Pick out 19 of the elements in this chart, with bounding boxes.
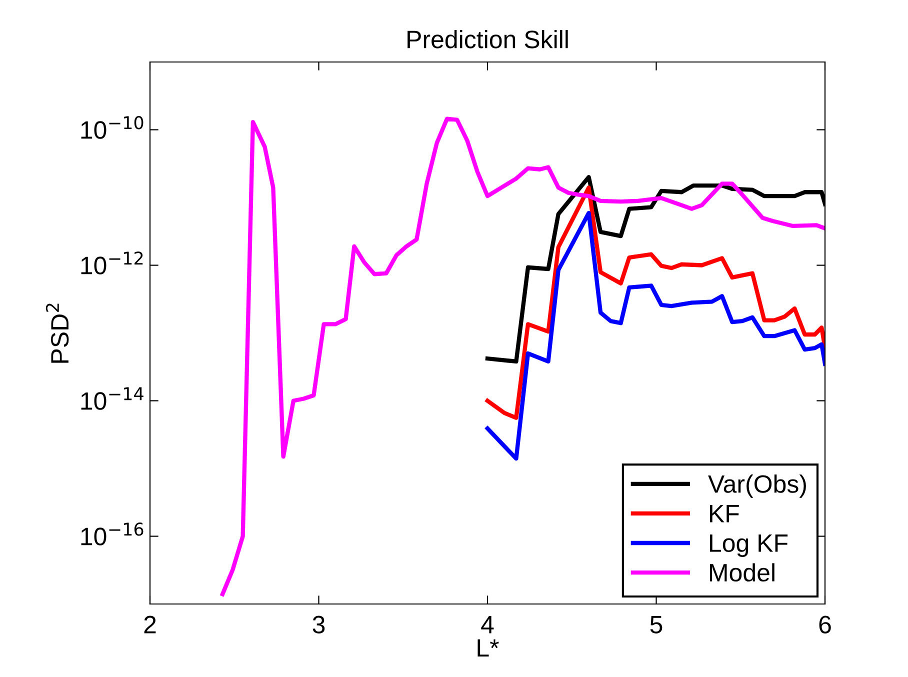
x-tick-label: 4	[481, 616, 494, 634]
line-series	[485, 186, 825, 420]
x-tick-label: 5	[650, 616, 662, 634]
x-tick-label: 3	[312, 616, 325, 634]
y-tick-label: 10$^{−16}$	[81, 522, 144, 546]
line-series	[220, 116, 825, 596]
legend-label: Log KF	[710, 534, 788, 557]
chart-title: Prediction Skill	[408, 30, 568, 48]
x-tick-label: 2	[144, 616, 156, 634]
y-tick-label: 10$^{−10}$	[81, 116, 144, 139]
legend-label: Model	[710, 563, 774, 582]
y-tick-label: 10$^{−12}$	[81, 252, 143, 274]
y-tick-label: 10$^{−14}$	[81, 387, 144, 410]
line-series	[485, 210, 825, 461]
x-tick-label: 6	[819, 616, 831, 634]
x-axis-title: L*	[478, 639, 499, 657]
legend-label: KF	[710, 505, 739, 522]
legend-label: Var(Obs)	[708, 474, 806, 498]
y-axis-title: PSD$^{2}$	[46, 304, 69, 363]
